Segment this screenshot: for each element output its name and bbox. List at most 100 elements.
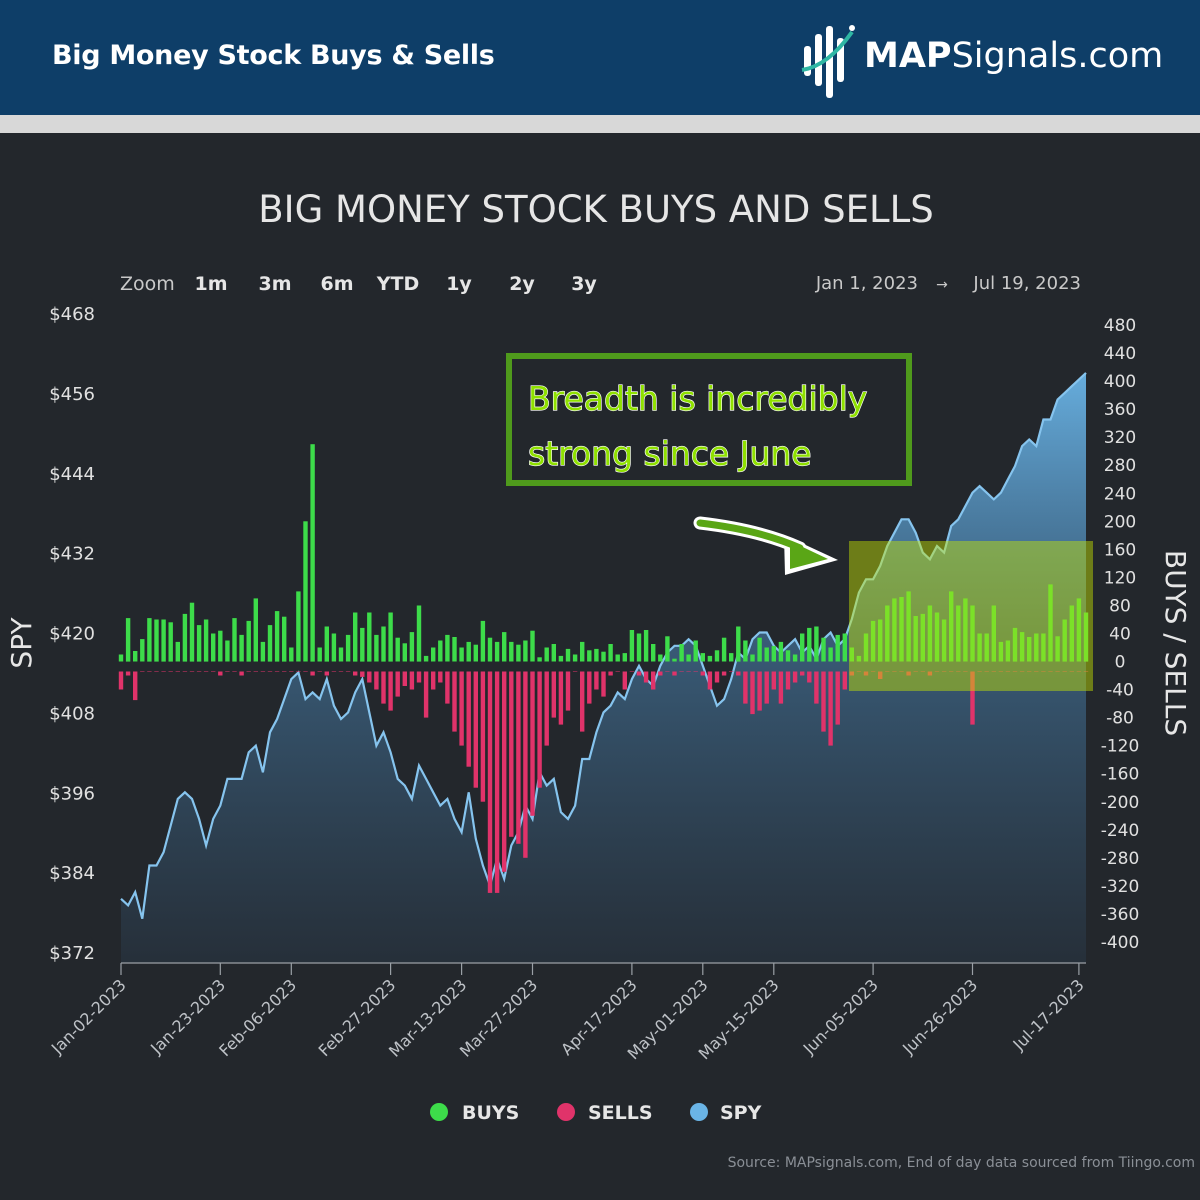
sells-bar: [523, 671, 528, 858]
buys-bar: [381, 626, 386, 662]
buys-bar: [239, 634, 244, 662]
buys-bar: [168, 622, 173, 662]
sells-bar: [480, 671, 486, 802]
buys-bar: [658, 654, 663, 662]
sells-bar: [360, 671, 365, 677]
zoom-1m-button[interactable]: 1m: [194, 273, 227, 295]
date-from-input[interactable]: Jan 1, 2023: [815, 273, 918, 294]
date-to-input[interactable]: Jul 19, 2023: [972, 273, 1081, 294]
spy-area: [121, 372, 1086, 963]
sells-bar: [388, 671, 393, 711]
buys-bar: [289, 647, 294, 662]
buys-bar: [594, 648, 599, 662]
sells-bar: [622, 671, 627, 690]
buys-bar: [771, 646, 776, 662]
buys-bar: [218, 630, 223, 662]
sells-bar: [211, 671, 216, 672]
buys-bar: [480, 620, 486, 662]
buys-bar: [409, 632, 415, 662]
buys-bar: [807, 627, 812, 662]
zoom-ytd-button[interactable]: YTD: [376, 273, 420, 295]
buys-bar: [721, 637, 727, 662]
buys-bar: [1012, 627, 1018, 662]
legend-item-sells[interactable]: SELLS: [557, 1102, 653, 1124]
buys-bar: [580, 641, 585, 662]
y-right-tick-label: -320: [1101, 877, 1140, 897]
buys-bar: [750, 654, 755, 662]
sells-bar: [274, 671, 280, 672]
sells-bar: [658, 671, 663, 676]
y-right-tick-label: 200: [1104, 512, 1136, 532]
sells-bar: [147, 671, 152, 672]
buys-bar: [849, 647, 854, 662]
sells-bar: [764, 671, 769, 704]
sells-bar: [1083, 671, 1089, 672]
buys-bar: [998, 641, 1004, 662]
buys-bar: [785, 650, 791, 662]
buys-bar: [970, 605, 975, 662]
buys-bar: [324, 626, 329, 662]
y-axis-right-title: BUYS / SELLS: [1159, 550, 1192, 736]
sells-bar: [452, 671, 457, 732]
buys-bar: [821, 637, 826, 662]
sells-bar: [189, 671, 195, 672]
sells-bar: [828, 671, 833, 746]
annotation: Breadth is incredibly strong since June: [506, 353, 912, 575]
sells-bar: [466, 671, 471, 767]
annotation-line-2: strong since June: [528, 434, 812, 473]
zoom-3y-button[interactable]: 3y: [571, 273, 597, 295]
buys-bar: [374, 634, 379, 662]
sells-bar: [615, 671, 620, 672]
buys-bar: [516, 644, 521, 662]
buys-bar: [459, 647, 464, 662]
zoom-3m-button[interactable]: 3m: [258, 273, 291, 295]
sells-bar: [296, 671, 301, 672]
buys-bar: [1005, 640, 1011, 662]
sells-bar: [956, 671, 961, 672]
sells-bar: [920, 671, 925, 672]
y-left-tick-label: $456: [49, 384, 95, 405]
zoom-1y-button[interactable]: 1y: [446, 273, 472, 295]
arrow-icon: [693, 516, 838, 575]
buys-bar: [530, 630, 535, 662]
sells-bar: [374, 671, 379, 690]
buys-bar: [395, 637, 400, 662]
brand-logo[interactable]: MAPSignals.com: [800, 18, 1163, 100]
y-right-tick-label: 320: [1104, 428, 1136, 448]
y-left-tick-label: $384: [49, 863, 95, 884]
sells-bar: [367, 671, 372, 683]
sells-bar: [863, 671, 869, 676]
page-title: Big Money Stock Buys & Sells: [52, 40, 495, 71]
arrow-right-icon: →: [936, 277, 948, 293]
y-left-tick-label: $420: [49, 624, 95, 645]
sells-bar: [842, 671, 847, 690]
sells-bar: [423, 671, 429, 718]
sells-bar: [643, 671, 649, 683]
buys-bar: [125, 618, 131, 662]
buys-bar: [1083, 612, 1089, 662]
sells-bar: [892, 671, 897, 672]
sells-bar: [303, 671, 308, 672]
sells-bar: [721, 671, 727, 676]
sells-bar: [629, 671, 635, 672]
sells-bar: [530, 671, 535, 816]
sells-bar: [196, 671, 202, 672]
zoom-2y-button[interactable]: 2y: [509, 273, 535, 295]
buys-bar: [984, 633, 989, 662]
legend-item-spy[interactable]: SPY: [690, 1102, 762, 1124]
y-right-tick-label: 440: [1104, 344, 1136, 364]
sells-bar: [729, 671, 734, 672]
zoom-6m-button[interactable]: 6m: [320, 273, 353, 295]
legend-item-buys[interactable]: BUYS: [430, 1102, 519, 1124]
y-right-tick-label: 280: [1104, 456, 1136, 476]
sells-bar: [814, 671, 819, 704]
sells-bar: [580, 671, 585, 732]
buys-bar: [949, 591, 954, 662]
buys-bar: [963, 598, 968, 662]
sells-bar: [175, 671, 180, 672]
x-tick-label: Jun-05-2023: [799, 975, 882, 1058]
legend-dot-buys: [430, 1103, 448, 1121]
buys-bar: [814, 626, 819, 662]
buys-bar: [296, 591, 301, 662]
sells-bar: [182, 671, 188, 672]
